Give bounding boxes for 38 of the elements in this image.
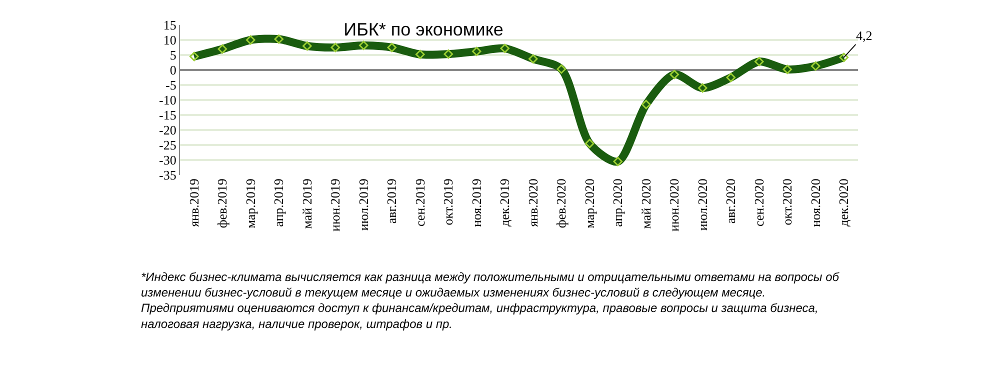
x-tick-label: июн.2020: [666, 178, 682, 232]
x-tick-label: июн.2019: [328, 178, 343, 232]
y-tick-label: -35: [159, 168, 176, 183]
text: *Индекс бизнес-климата вычисляется как разница между положительными и отрицательными ответами на вопросы об изменении бизнес-условий в текущем месяце и ожидаемых изменениях бизнес-условий в следующем месяце. Предприятиями оцениваются доступ к финансам/кредитам, инфраструктура, правовые вопросы и защита бизнеса, налоговая нагрузка, наличие проверок, штрафов и пр.: [141, 270, 840, 331]
x-tick-label: июл.2020: [694, 178, 710, 231]
x-tick-label: янв.2019: [186, 178, 202, 227]
y-tick-label: -15: [159, 108, 176, 123]
x-tick-label: окт.2020: [780, 178, 795, 226]
x-tick-label: апр.2019: [271, 178, 286, 227]
y-tick-label: 15: [163, 18, 176, 33]
y-tick-label: -30: [159, 152, 176, 168]
y-tick-label: -10: [159, 92, 176, 108]
x-tick-label: июл.2019: [356, 178, 371, 231]
y-tick-label: 10: [163, 32, 176, 48]
y-tick-label: -20: [159, 122, 176, 138]
x-tick-label: дек.2020: [836, 178, 852, 227]
chart-title: ИБК* по экономике: [344, 20, 504, 40]
x-tick-label: авг.2020: [723, 178, 738, 224]
y-tick-label: 5: [170, 48, 176, 63]
x-tick-label: янв.2020: [525, 178, 540, 227]
x-tick-label: май 2020: [638, 178, 654, 229]
x-tick-label: авг.2019: [384, 178, 400, 224]
x-tick-label: май 2019: [299, 178, 314, 229]
x-tick-label: ноя.2019: [468, 178, 484, 228]
y-tick-label: -5: [166, 78, 176, 93]
x-tick-label: фев.2019: [214, 178, 230, 228]
y-tick-label: -25: [159, 138, 176, 153]
x-tick-label: мар.2020: [582, 178, 597, 228]
x-tick-label: мар.2019: [242, 178, 258, 228]
x-tick-label: ноя.2020: [808, 178, 823, 228]
data-label: 4,2: [856, 28, 872, 43]
x-tick-label: дек.2019: [497, 178, 512, 227]
x-tick-label: фев.2020: [554, 178, 569, 228]
x-tick-label: апр.2020: [610, 178, 626, 227]
x-tick-label: сен.2019: [412, 178, 428, 227]
x-tick-label: окт.2019: [440, 178, 456, 226]
y-tick-label: 0: [170, 62, 176, 78]
x-tick-label: сен.2020: [751, 178, 766, 227]
